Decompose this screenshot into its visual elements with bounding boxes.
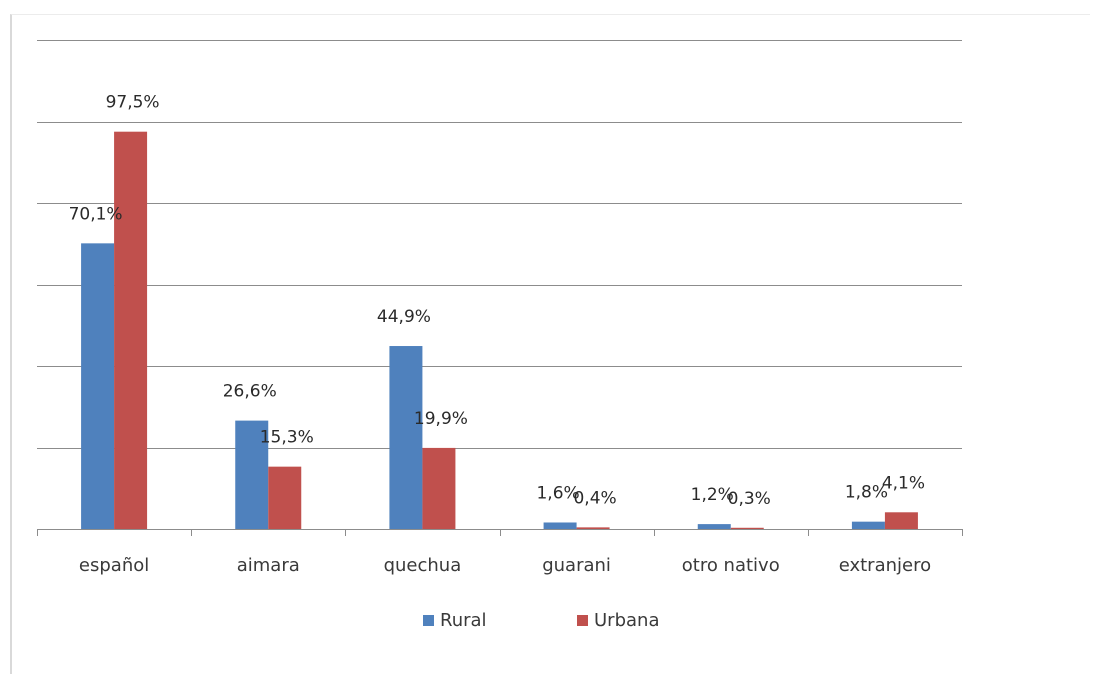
data-label: 97,5% [106, 93, 160, 113]
bar-rural-1 [235, 420, 269, 529]
bar-urbana-3 [576, 527, 610, 529]
data-label: 70,1% [69, 204, 123, 224]
data-label: 0,4% [573, 488, 616, 508]
data-label: 0,3% [728, 489, 771, 509]
bar-urbana-2 [422, 447, 456, 529]
x-tick-label: español [79, 555, 149, 576]
x-tick-label: otro nativo [682, 555, 780, 576]
data-label: 26,6% [223, 382, 277, 402]
legend-swatch-rural [423, 615, 434, 626]
bar-rural-5 [851, 521, 885, 529]
bar-urbana-1 [268, 466, 302, 529]
bar-urbana-4 [730, 527, 764, 529]
legend-swatch-urbana [577, 615, 588, 626]
x-tick-label: quechua [384, 555, 462, 576]
x-tick-label: aimara [237, 555, 300, 576]
data-label: 44,9% [377, 307, 431, 327]
bar-urbana-0 [114, 131, 148, 529]
data-label: 4,1% [882, 473, 925, 493]
data-label: 1,2% [691, 485, 734, 505]
chart-frame [10, 14, 1090, 674]
legend-label-urbana: Urbana [594, 610, 659, 631]
x-tick-label: guarani [542, 555, 611, 576]
bar-rural-3 [543, 522, 577, 529]
legend-label-rural: Rural [440, 610, 487, 631]
bar-rural-0 [81, 243, 115, 529]
data-label: 1,8% [845, 483, 888, 503]
bar-rural-2 [389, 346, 423, 529]
data-label: 1,6% [536, 483, 579, 503]
bar-rural-4 [697, 524, 731, 529]
bar-urbana-5 [884, 512, 918, 529]
data-label: 15,3% [260, 428, 314, 448]
x-tick-label: extranjero [839, 555, 931, 576]
data-label: 19,9% [414, 409, 468, 429]
